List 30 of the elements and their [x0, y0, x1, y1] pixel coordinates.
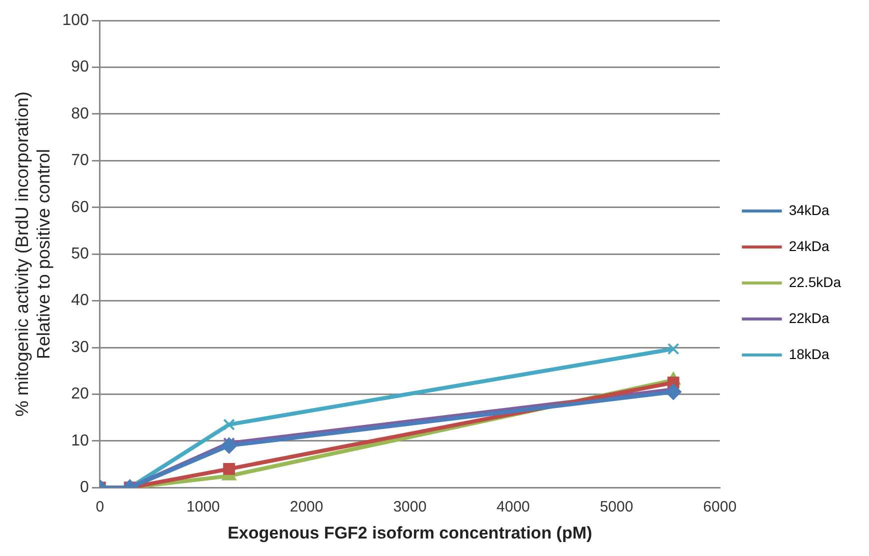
- point: [667, 342, 680, 355]
- point: [221, 438, 238, 454]
- y-tick-label: 80: [71, 105, 89, 122]
- y-tick-label: 0: [80, 479, 89, 496]
- y-tick-label: 40: [71, 292, 89, 310]
- legend-label: 18kDa: [788, 346, 830, 362]
- y-axis-title: % mitogenic activity (BrdU incorporation) Relative to positive control: [12, 92, 54, 417]
- point: [665, 384, 682, 400]
- x-tick-label: 6000: [703, 498, 737, 516]
- legend-label: 22kDa: [788, 310, 830, 326]
- y-tick-label: 50: [71, 246, 89, 263]
- legend-label: 34kDa: [788, 202, 830, 218]
- y-tick-label: 30: [71, 338, 89, 356]
- y-tick-label: 70: [71, 152, 89, 170]
- x-tick-label: 4000: [496, 498, 530, 516]
- x-axis-title: Exogenous FGF2 isoform concentration (pM): [228, 523, 592, 542]
- y-tick-label: 20: [71, 386, 89, 403]
- y-tick-label: 10: [71, 432, 89, 450]
- y-tick-label: 90: [71, 58, 89, 76]
- point: [223, 418, 236, 431]
- x-tick-label: 2000: [290, 498, 324, 516]
- y-tick-label: 100: [62, 12, 89, 30]
- point: [223, 462, 236, 475]
- x-tick-label: 1000: [186, 498, 220, 516]
- x-tick-label: 5000: [600, 498, 634, 516]
- legend-label: 24kDa: [788, 238, 830, 254]
- legend-label: 22.5kDa: [788, 274, 842, 290]
- y-tick-label: 60: [71, 198, 89, 216]
- x-tick-label: 3000: [393, 498, 427, 516]
- x-tick-label: 0: [96, 498, 104, 516]
